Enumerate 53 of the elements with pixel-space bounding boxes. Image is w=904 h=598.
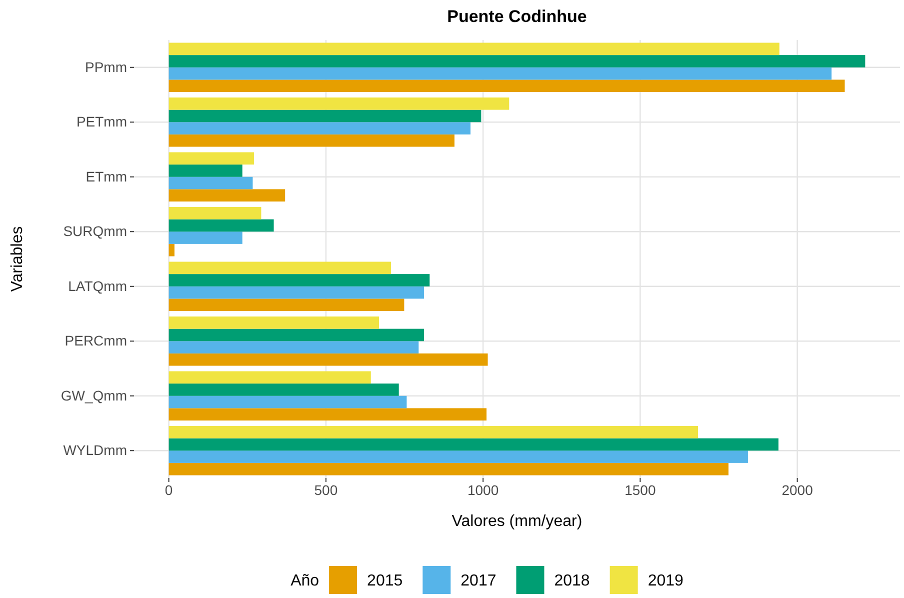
y-tick-label: WYLDmm [63, 442, 127, 458]
bar [168, 244, 174, 256]
y-tick-label: PPmm [85, 58, 127, 75]
bar [168, 97, 510, 110]
bar [168, 274, 430, 286]
legend-label: 2019 [648, 572, 684, 590]
bar [168, 176, 253, 190]
bar [168, 55, 866, 68]
bar [168, 462, 728, 476]
x-tick-label: 2000 [782, 482, 814, 498]
x-axis-title: Valores (mm/year) [452, 513, 582, 530]
legend-label: 2018 [554, 572, 590, 590]
bar [168, 80, 845, 92]
x-tick-label: 1500 [624, 482, 656, 498]
bar [168, 122, 470, 134]
bar [168, 371, 371, 384]
bar [168, 298, 404, 312]
bar [168, 42, 780, 56]
bar [168, 152, 254, 165]
bar [168, 67, 832, 80]
y-tick-label: GW_Qmm [60, 387, 127, 404]
y-tick-label: PETmm [76, 114, 127, 130]
bar [168, 341, 419, 354]
y-tick-label: ETmm [86, 168, 127, 184]
bar [168, 189, 286, 202]
legend-label: 2017 [460, 572, 496, 590]
chart-title: Puente Codinhue [447, 7, 587, 26]
legend-label: 2015 [367, 572, 403, 590]
x-tick-label: 1000 [467, 482, 499, 498]
bar [168, 426, 698, 438]
bar [168, 438, 778, 451]
y-axis-title: Variables [9, 226, 26, 292]
bar [168, 408, 487, 421]
bar [168, 328, 424, 342]
bar [168, 316, 380, 329]
y-tick-label: PERCmm [64, 332, 127, 349]
bar [168, 134, 454, 147]
x-tick-label: 0 [164, 482, 173, 498]
bar [168, 206, 262, 220]
bar [168, 110, 482, 122]
y-tick-label: SURQmm [63, 223, 127, 240]
bar [168, 353, 488, 366]
bar [168, 384, 399, 396]
bar [168, 396, 407, 408]
bar [168, 450, 748, 463]
bar [168, 286, 424, 299]
bar [168, 164, 242, 177]
legend-title: Año [290, 572, 320, 590]
bar [168, 232, 242, 244]
y-tick-label: LATQmm [68, 278, 127, 294]
bar [168, 262, 391, 274]
bar [168, 219, 274, 232]
x-tick-label: 500 [314, 482, 338, 498]
